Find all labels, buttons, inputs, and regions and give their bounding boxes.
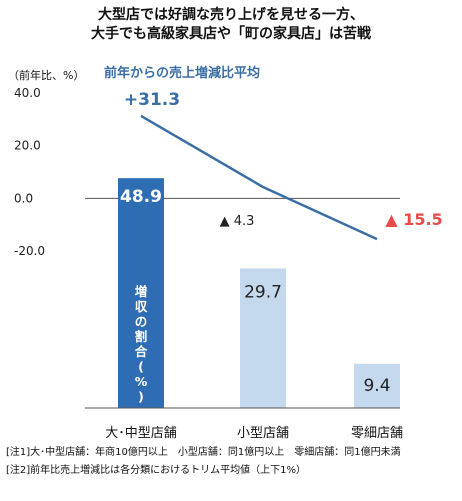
line-value-label: ▲ 15.5	[385, 210, 442, 229]
y-tick-label: 20.0	[14, 139, 41, 153]
line-value-label: +31.3	[124, 90, 180, 110]
bar-2	[240, 268, 286, 408]
line-value-label: ▲ 4.3	[220, 214, 255, 229]
line-series-legend: 前年からの売上増減比平均	[104, 66, 261, 81]
bar-value-label: 48.9	[120, 187, 162, 207]
bar-axis-label-char: の	[135, 314, 148, 329]
bar-axis-label-char: )	[138, 389, 144, 404]
line-series	[140, 114, 378, 241]
y-tick-label: 40.0	[14, 86, 41, 100]
y-tick-label: 0.0	[14, 191, 33, 205]
title-line-2: 大手でも高級家具店や「町の家具店」は苦戦	[91, 26, 371, 42]
y-tick-label: -20.0	[14, 244, 45, 258]
bar-1	[118, 178, 164, 408]
category-label: 小型店舗	[237, 426, 289, 441]
bar-axis-label-char: 割	[135, 329, 148, 344]
category-label: 大･中型店舗	[105, 426, 177, 441]
bar-axis-label-char: 収	[135, 299, 148, 314]
footnotes: [注1]大･中型店舗：年商10億円以上 小型店舗：同1億円以上 零細店舗：同1億…	[6, 444, 401, 480]
bar-axis-label-char: %	[135, 374, 148, 389]
chart-title: 大型店では好調な売り上げを見せる一方、 大手でも高級家具店や「町の家具店」は苦戦	[0, 6, 462, 44]
footnote-1: [注1]大･中型店舗：年商10億円以上 小型店舗：同1億円以上 零細店舗：同1億…	[6, 447, 401, 458]
bar-value-label: 29.7	[244, 282, 282, 302]
category-label: 零細店舗	[351, 426, 403, 441]
bar-axis-label-char: 増	[135, 284, 148, 299]
footnote-2: [注2]前年比売上増減比は各分類におけるトリム平均値（上下1%）	[6, 465, 307, 476]
title-line-1: 大型店では好調な売り上げを見せる一方、	[98, 7, 364, 23]
y-axis-unit-label: （前年比、%）	[8, 69, 85, 82]
bar-3	[354, 363, 400, 408]
bar-value-label: 9.4	[363, 376, 390, 396]
bar-axis-label-char: 合	[135, 344, 148, 359]
bar-axis-label-char: (	[138, 359, 144, 374]
